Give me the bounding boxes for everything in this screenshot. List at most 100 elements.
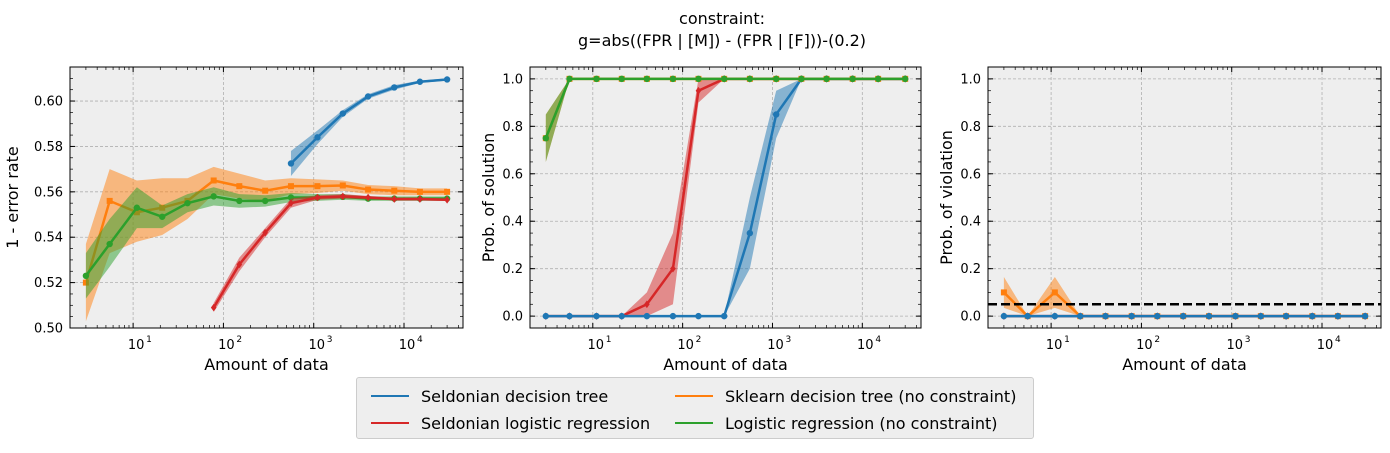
point-logistic <box>874 75 882 83</box>
x-axis-label: Amount of data <box>1122 355 1247 374</box>
y-tick-label: 0.2 <box>502 262 523 277</box>
point-sklearn_dt <box>314 183 321 190</box>
series-group <box>1000 276 1369 320</box>
x-tick-label: 10 <box>1317 338 1334 353</box>
point-seldonian_dt <box>1309 312 1316 320</box>
point-logistic <box>823 75 830 83</box>
legend-label-seldonian-dt: Seldonian decision tree <box>421 386 609 406</box>
y-tick-label: 0.2 <box>960 262 981 277</box>
point-logistic <box>261 197 269 205</box>
point-seldonian_lr <box>391 195 398 203</box>
point-logistic <box>901 75 909 83</box>
legend-swatch-seldonian-dt <box>371 395 409 397</box>
series-group <box>82 76 451 322</box>
x-tick-exponent: 2 <box>696 335 702 345</box>
x-tick-exponent: 3 <box>785 335 791 345</box>
y-tick-label: 0.58 <box>34 140 63 155</box>
x-tick-exponent: 4 <box>417 335 423 345</box>
x-tick-label: 10 <box>677 338 694 353</box>
point-seldonian_lr <box>365 193 371 202</box>
point-logistic <box>106 240 113 248</box>
x-tick-exponent: 2 <box>1154 335 1160 345</box>
point-logistic <box>210 193 217 200</box>
point-sklearn_dt <box>365 186 372 193</box>
point-seldonian_dt <box>1102 312 1109 320</box>
x-tick-exponent: 2 <box>236 335 242 345</box>
point-seldonian_lr <box>670 264 676 273</box>
point-seldonian_dt <box>669 312 677 320</box>
point-logistic <box>720 75 728 83</box>
y-tick-label: 0.4 <box>502 215 523 230</box>
x-tick-label: 10 <box>218 338 235 353</box>
line-seldonian_lr <box>212 195 448 309</box>
point-logistic <box>643 75 651 83</box>
y-tick-label: 0.60 <box>34 95 63 110</box>
point-seldonian_dt <box>1051 312 1059 320</box>
point-seldonian_dt <box>1205 312 1213 320</box>
point-seldonian_dt <box>772 111 780 118</box>
point-seldonian_dt <box>1257 312 1265 320</box>
point-logistic <box>772 75 780 83</box>
point-sklearn_dt <box>106 197 113 204</box>
point-seldonian_dt <box>364 93 372 100</box>
point-seldonian_dt <box>391 84 398 91</box>
point-seldonian_dt <box>1077 312 1084 320</box>
legend-label-seldonian-lr: Seldonian logistic regression <box>421 413 651 433</box>
x-tick-label: 10 <box>128 338 145 353</box>
point-sklearn_dt <box>1051 289 1058 296</box>
point-sklearn_dt <box>391 187 398 194</box>
point-seldonian_lr <box>288 199 294 207</box>
series-seldonian_dt <box>287 76 451 176</box>
point-logistic <box>669 75 677 83</box>
plot-frame <box>529 66 922 329</box>
point-seldonian_dt <box>287 160 295 167</box>
plot-area <box>530 67 921 328</box>
legend-swatch-seldonian-lr <box>371 422 409 424</box>
point-seldonian_dt <box>416 78 424 85</box>
plot-frame <box>69 66 464 329</box>
y-tick-label: 0.50 <box>34 322 63 337</box>
point-logistic <box>133 204 141 211</box>
point-logistic <box>159 213 166 220</box>
point-logistic <box>618 75 625 83</box>
point-seldonian_dt <box>618 312 625 320</box>
point-seldonian_lr <box>314 193 321 202</box>
point-sklearn_dt <box>236 183 243 190</box>
figure-title-line2: g=abs((FPR | [M]) - (FPR | [F]))-(0.2) <box>578 31 866 50</box>
point-seldonian_dt <box>542 312 550 320</box>
legend-item-logistic: Logistic regression (no constraint) <box>675 410 997 436</box>
point-seldonian_lr <box>262 228 268 237</box>
x-tick-exponent: 4 <box>875 335 881 345</box>
legend-swatch-logistic <box>675 422 713 424</box>
y-axis-label: Prob. of solution <box>479 133 498 263</box>
point-seldonian_dt <box>1024 312 1031 320</box>
y-tick-label: 0.6 <box>502 167 523 182</box>
y-tick-label: 1.0 <box>960 72 981 87</box>
y-axis-label: 1 - error rate <box>3 146 22 248</box>
point-seldonian_lr <box>236 260 243 269</box>
x-axis-label: Amount of data <box>663 355 788 374</box>
y-axis-label: Prob. of violation <box>937 130 956 265</box>
point-seldonian_dt <box>1361 312 1369 320</box>
x-tick-exponent: 3 <box>327 335 333 345</box>
x-tick-label: 10 <box>1226 338 1243 353</box>
point-sklearn_dt <box>444 188 451 195</box>
point-seldonian_dt <box>1128 312 1135 320</box>
band-logistic <box>85 187 448 299</box>
point-logistic <box>695 75 702 83</box>
point-seldonian_dt <box>1179 312 1187 320</box>
x-tick-exponent: 1 <box>606 335 612 345</box>
point-sklearn_dt <box>416 188 423 195</box>
point-seldonian_dt <box>643 312 651 320</box>
point-logistic <box>593 75 600 83</box>
legend-swatch-sklearn-dt <box>675 395 713 397</box>
y-tick-label: 0.4 <box>960 215 981 230</box>
point-logistic <box>236 197 243 205</box>
x-axis-label: Amount of data <box>204 355 329 374</box>
y-tick-label: 0.52 <box>34 276 63 291</box>
point-sklearn_dt <box>210 177 217 184</box>
